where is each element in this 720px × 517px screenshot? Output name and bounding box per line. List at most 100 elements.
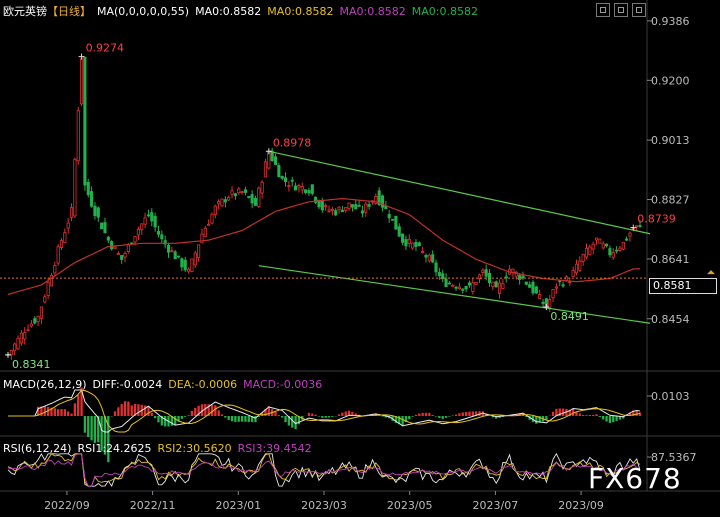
candle-body — [521, 275, 525, 279]
candle-body — [568, 281, 572, 284]
candle-body — [621, 241, 625, 250]
annotation-label: 0.8341 — [12, 358, 51, 371]
candle-body — [176, 255, 181, 258]
candle-body — [29, 323, 33, 327]
candle-body — [501, 283, 505, 289]
candle-body — [9, 349, 13, 356]
candle-body — [103, 222, 107, 234]
candle-body — [280, 175, 284, 179]
candle-body — [203, 227, 207, 237]
toolbar-window-icon[interactable] — [596, 3, 610, 17]
candle-body — [350, 204, 354, 208]
main-header: 欧元英镑【日线】 MA(0,0,0,0,0,55) MA0:0.8582 MA0:0.… — [3, 3, 484, 19]
macd-diff-line — [8, 389, 641, 433]
ma-definition: MA(0,0,0,0,0,55) — [97, 5, 190, 18]
candle-body — [233, 193, 237, 197]
candle-body — [397, 226, 401, 237]
candle-body — [628, 232, 632, 237]
candle-body — [504, 276, 508, 279]
candle-body — [618, 247, 622, 251]
candle-body — [69, 207, 74, 218]
candle-body — [360, 210, 365, 214]
candle-body — [497, 282, 502, 294]
candle-body — [277, 165, 281, 178]
candle-body — [578, 260, 582, 271]
candle-body — [300, 186, 304, 191]
period-label[interactable]: 【日线】 — [47, 5, 91, 18]
candle-body — [528, 284, 532, 288]
annotation-marker — [5, 351, 11, 358]
candle-body — [437, 272, 441, 276]
toolbar-restore-icon[interactable] — [632, 3, 646, 17]
candle-body — [548, 299, 552, 309]
candle-body — [180, 258, 184, 268]
candle-body — [314, 196, 318, 203]
candle-body — [243, 189, 247, 193]
candle-body — [160, 234, 164, 240]
candle-body — [491, 281, 495, 287]
ma-value-4: MA0:0.8582 — [411, 5, 478, 18]
candle-body — [581, 253, 585, 262]
macd-label: MACD(26,12,9) — [3, 378, 87, 391]
candle-body — [150, 212, 154, 222]
candle-body — [43, 296, 47, 303]
rsi1-line — [7, 452, 641, 487]
candle-body — [377, 190, 381, 206]
candle-body — [511, 268, 515, 273]
candle-body — [424, 254, 428, 258]
candle-body — [263, 161, 268, 178]
candle-body — [638, 225, 642, 227]
x-tick-label: 2023/01 — [215, 499, 261, 512]
candle-body — [421, 250, 425, 253]
candle-body — [49, 274, 54, 287]
x-tick-label: 2022/11 — [130, 499, 176, 512]
candle-body — [143, 217, 147, 225]
candle-body — [441, 273, 445, 280]
annotation-label: 0.8491 — [550, 310, 589, 323]
candle-body — [604, 243, 609, 247]
candle-body — [46, 281, 50, 296]
candle-body — [347, 202, 351, 209]
candle-body — [190, 258, 194, 272]
candle-body — [374, 196, 378, 204]
candle-body — [140, 223, 144, 231]
candle-body — [534, 286, 538, 294]
candle-body — [524, 281, 528, 285]
candle-body — [173, 251, 177, 260]
symbol-name: 欧元英镑 — [3, 5, 47, 18]
rsi2-line — [7, 453, 641, 487]
candle-body — [123, 252, 127, 258]
y-tick-label: 0.8454 — [651, 313, 690, 326]
annotation-marker — [265, 148, 272, 155]
candle-body — [571, 270, 575, 277]
candle-body — [591, 243, 595, 250]
candle-body — [294, 185, 298, 191]
y-tick-label: 0.8641 — [651, 253, 690, 266]
rsi-header: RSI(6,12,24) RSI1:24.2625 RSI2:30.5620 RSI3… — [3, 442, 318, 455]
candle-body — [230, 190, 234, 195]
candle-body — [427, 254, 431, 262]
candle-body — [106, 236, 110, 241]
candle-body — [126, 244, 130, 252]
candle-body — [364, 203, 368, 213]
candle-body — [80, 58, 84, 105]
candle-body — [133, 236, 137, 243]
candle-body — [83, 56, 87, 186]
candle-body — [100, 222, 104, 230]
candle-body — [551, 289, 555, 299]
candle-body — [217, 201, 221, 205]
candle-body — [93, 205, 97, 217]
candle-body — [287, 185, 291, 187]
candle-body — [19, 332, 23, 344]
candle-body — [484, 269, 488, 277]
annotation-label: 0.8739 — [637, 213, 676, 226]
candle-body — [237, 188, 241, 194]
candle-body — [136, 229, 140, 236]
candle-body — [290, 179, 294, 182]
candle-body — [531, 281, 535, 294]
candle-body — [86, 181, 90, 196]
candle-body — [330, 209, 334, 211]
candle-body — [337, 206, 341, 210]
candle-body — [170, 250, 174, 253]
toolbar-layout-icon[interactable] — [614, 3, 628, 17]
